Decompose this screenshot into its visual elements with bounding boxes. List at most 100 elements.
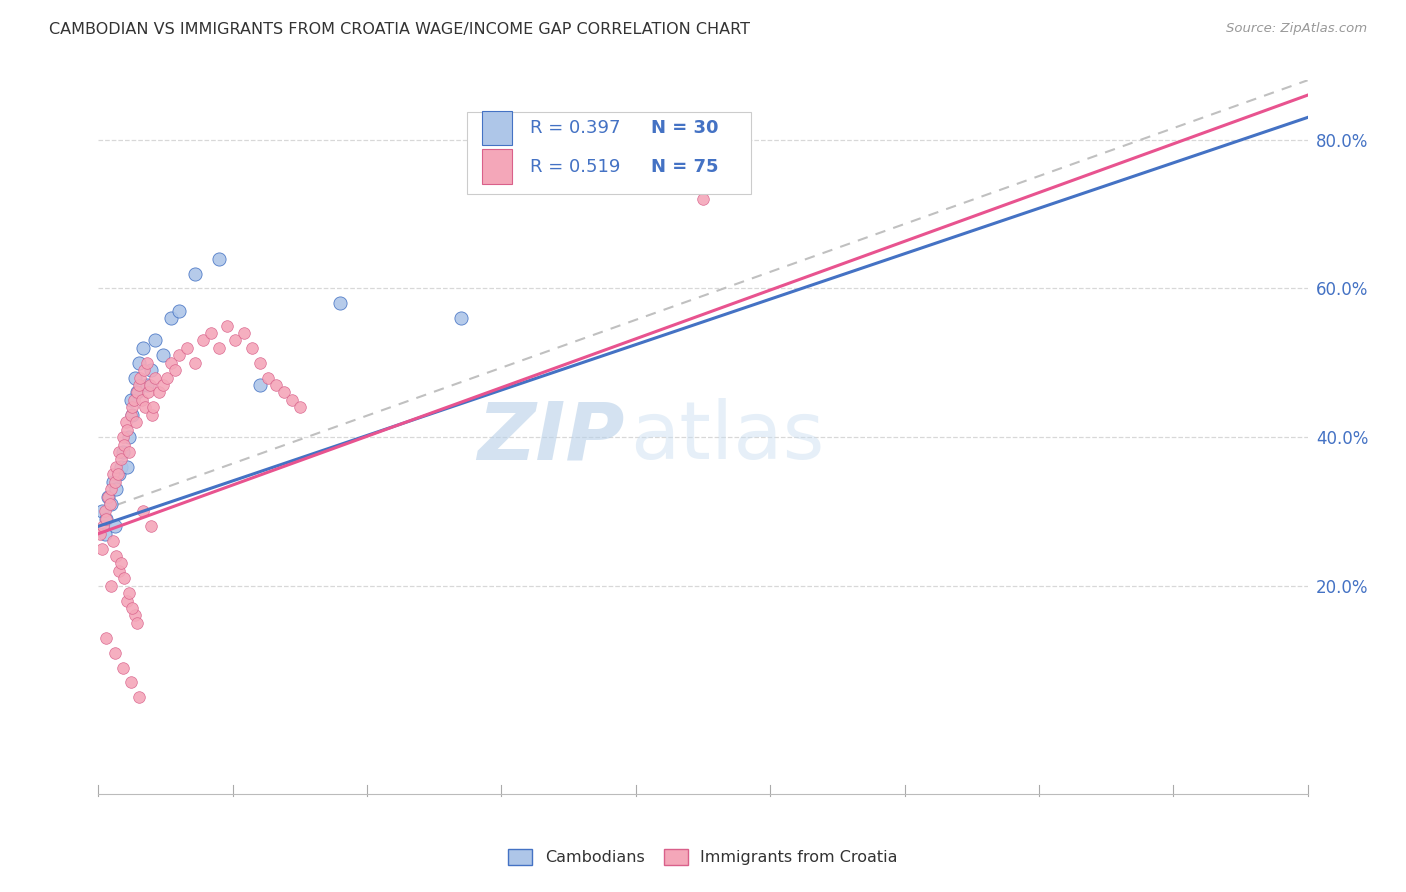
Point: [110, 459, 132, 474]
Point: [139, 519, 162, 533]
Text: atlas: atlas: [630, 398, 825, 476]
Point: [124, 370, 146, 384]
Point: [160, 356, 183, 370]
Point: [111, 445, 134, 459]
Point: [96, 631, 118, 645]
Point: [103, 646, 125, 660]
Point: [118, 445, 141, 459]
Point: [132, 341, 155, 355]
Point: [167, 303, 190, 318]
Point: [148, 385, 170, 400]
Point: [143, 334, 166, 348]
Point: [121, 408, 143, 422]
Point: [110, 452, 132, 467]
Point: [105, 459, 128, 474]
Point: [131, 392, 153, 407]
Point: [101, 534, 124, 549]
Point: [273, 385, 295, 400]
Point: [135, 378, 157, 392]
Point: [121, 601, 143, 615]
Point: [160, 311, 183, 326]
Point: [108, 445, 131, 459]
Point: [118, 430, 141, 444]
Point: [127, 385, 149, 400]
Point: [101, 467, 124, 482]
Point: [256, 370, 278, 384]
Point: [142, 401, 165, 415]
Point: [163, 363, 186, 377]
Point: [141, 408, 163, 422]
FancyBboxPatch shape: [467, 112, 751, 194]
Point: [96, 512, 118, 526]
Point: [135, 356, 157, 370]
Point: [208, 252, 231, 266]
Point: [121, 401, 143, 415]
Point: [152, 378, 174, 392]
Point: [288, 401, 311, 415]
Text: R = 0.519: R = 0.519: [530, 158, 620, 176]
Point: [107, 564, 129, 578]
Point: [100, 482, 122, 496]
Point: [91, 519, 114, 533]
Text: ZIP: ZIP: [477, 398, 624, 476]
Point: [103, 519, 125, 533]
Point: [143, 370, 166, 384]
Point: [114, 415, 136, 429]
Point: [97, 490, 120, 504]
Point: [138, 385, 160, 400]
Point: [208, 341, 231, 355]
Point: [89, 526, 111, 541]
Point: [249, 378, 271, 392]
Point: [132, 504, 155, 518]
Point: [127, 615, 149, 630]
Point: [94, 526, 117, 541]
Point: [120, 408, 142, 422]
Point: [127, 385, 149, 400]
Point: [193, 334, 215, 348]
Point: [110, 557, 132, 571]
Point: [122, 392, 145, 407]
Point: [111, 430, 134, 444]
Point: [128, 378, 150, 392]
Point: [101, 475, 124, 489]
Point: [103, 475, 125, 489]
Point: [107, 467, 129, 482]
Point: [124, 608, 146, 623]
Point: [115, 593, 138, 607]
Point: [107, 467, 129, 482]
Point: [167, 348, 190, 362]
Point: [128, 690, 150, 705]
Text: Source: ZipAtlas.com: Source: ZipAtlas.com: [1226, 22, 1367, 36]
Point: [105, 549, 128, 563]
Point: [139, 378, 162, 392]
Text: N = 75: N = 75: [651, 158, 718, 176]
Point: [96, 512, 118, 526]
Point: [224, 334, 246, 348]
Point: [281, 392, 304, 407]
Point: [97, 490, 120, 504]
Point: [100, 497, 122, 511]
Legend: Cambodians, Immigrants from Croatia: Cambodians, Immigrants from Croatia: [502, 842, 904, 871]
Point: [94, 504, 117, 518]
Point: [176, 341, 198, 355]
Point: [117, 423, 139, 437]
Point: [90, 541, 112, 556]
Text: CAMBODIAN VS IMMIGRANTS FROM CROATIA WAGE/INCOME GAP CORRELATION CHART: CAMBODIAN VS IMMIGRANTS FROM CROATIA WAG…: [49, 22, 751, 37]
Point: [105, 482, 128, 496]
Point: [217, 318, 239, 333]
Point: [152, 348, 174, 362]
Point: [120, 675, 142, 690]
Point: [450, 311, 472, 326]
Bar: [482, 150, 512, 184]
Point: [156, 370, 179, 384]
Point: [329, 296, 352, 310]
Point: [240, 341, 263, 355]
Point: [120, 392, 142, 407]
Point: [132, 363, 155, 377]
Point: [118, 586, 141, 600]
Point: [184, 356, 207, 370]
Point: [129, 370, 152, 384]
Point: [98, 497, 121, 511]
Point: [115, 459, 138, 474]
Point: [692, 192, 714, 206]
